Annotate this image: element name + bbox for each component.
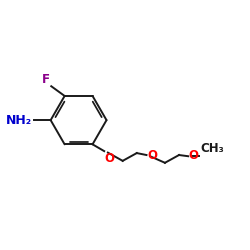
Text: O: O: [147, 148, 157, 162]
Text: NH₂: NH₂: [6, 114, 32, 127]
Text: O: O: [189, 149, 199, 162]
Text: O: O: [105, 152, 115, 165]
Text: CH₃: CH₃: [200, 142, 224, 155]
Text: F: F: [42, 72, 50, 86]
